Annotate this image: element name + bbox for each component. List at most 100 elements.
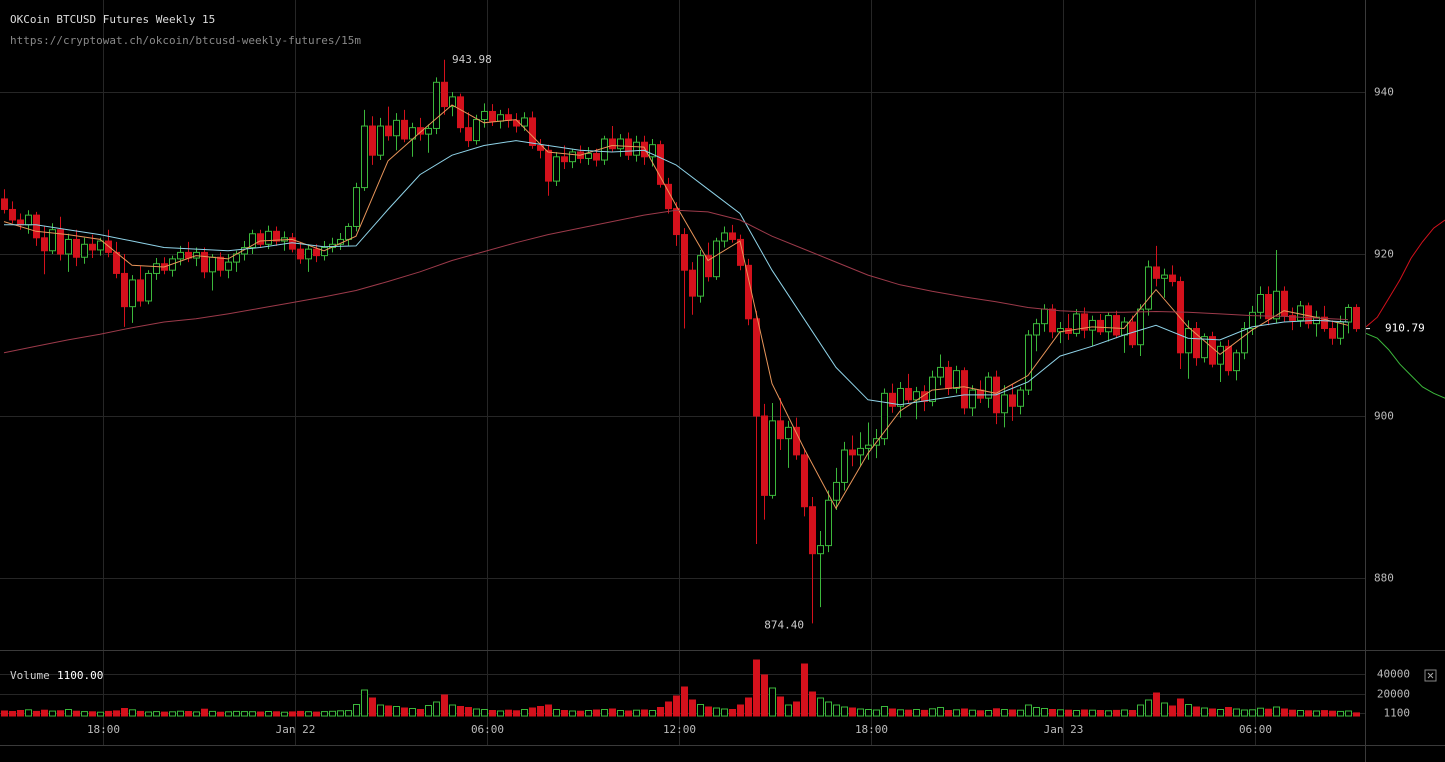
volume-bar: [145, 711, 152, 717]
candle-body: [249, 233, 256, 249]
candle-body: [57, 229, 64, 255]
candle-body: [73, 238, 80, 258]
candle-body: [825, 499, 832, 547]
candle-body: [65, 238, 72, 255]
volume-bar: [689, 699, 696, 717]
x-tick-label: Jan 23: [1044, 723, 1084, 736]
volume-bar: [625, 710, 632, 717]
y-tick-label: 900: [1374, 410, 1394, 423]
candle-body: [1025, 334, 1032, 391]
candle-body: [777, 420, 784, 440]
candle-body: [1233, 352, 1240, 372]
volume-bar: [273, 711, 280, 717]
volume-bar: [385, 705, 392, 717]
candle-body: [729, 232, 736, 240]
volume-bar: [561, 710, 568, 717]
indicator-line: [3, 104, 1349, 510]
candle-body: [945, 366, 952, 389]
volume-bar: [1025, 704, 1032, 717]
volume-bar: [721, 708, 728, 717]
volume-bar: [465, 707, 472, 717]
volume-bar: [977, 710, 984, 717]
volume-bar: [1297, 710, 1304, 717]
volume-bar: [513, 710, 520, 717]
candle-body: [385, 125, 392, 137]
candle-body: [937, 366, 944, 378]
volume-bar: [593, 709, 600, 717]
volume-bar: [1145, 699, 1152, 717]
candle-body: [353, 187, 360, 227]
volume-bar: [393, 706, 400, 717]
volume-bar: [193, 711, 200, 717]
candle-body: [601, 138, 608, 161]
volume-bar: [825, 701, 832, 717]
candle-body: [121, 272, 128, 308]
candle-body: [697, 255, 704, 297]
volume-bar: [753, 659, 760, 717]
candle-body: [1145, 266, 1152, 310]
volume-bar: [1241, 709, 1248, 717]
volume-bar: [705, 706, 712, 717]
candle-body: [1169, 274, 1176, 283]
volume-bar: [473, 708, 480, 717]
volume-bar: [857, 708, 864, 717]
volume-bar: [769, 687, 776, 717]
volume-bar: [1281, 708, 1288, 717]
candle-body: [1041, 308, 1048, 325]
volume-bar: [929, 708, 936, 717]
candle-body: [1017, 389, 1024, 407]
volume-bar: [873, 709, 880, 717]
volume-bar: [81, 711, 88, 717]
volume-tick-label: 1100: [1384, 707, 1411, 720]
volume-bar: [777, 696, 784, 717]
candle-body: [1113, 315, 1120, 336]
candle-body: [465, 127, 472, 142]
volume-bar: [945, 710, 952, 717]
candle-body: [1049, 308, 1056, 333]
candle-body: [369, 125, 376, 156]
close-icon[interactable]: [1427, 672, 1434, 679]
candle-body: [553, 156, 560, 182]
volume-bar: [489, 710, 496, 717]
x-tick-label: 12:00: [663, 723, 696, 736]
candle-body: [1081, 313, 1088, 331]
volume-bar: [89, 711, 96, 717]
volume-bar: [25, 709, 32, 717]
volume-bar: [737, 704, 744, 717]
candle-body: [313, 248, 320, 257]
volume-bar: [865, 709, 872, 717]
volume-bar: [841, 706, 848, 717]
candle-body: [953, 370, 960, 389]
candle-body: [1217, 345, 1224, 365]
volume-bar: [1265, 708, 1272, 717]
candle-body: [41, 237, 48, 252]
chart-subtitle: https://cryptowat.ch/okcoin/btcusd-weekl…: [10, 34, 361, 47]
volume-bar: [1273, 706, 1280, 717]
candle-body: [401, 119, 408, 140]
volume-bar: [1009, 709, 1016, 717]
candle-body: [561, 156, 568, 163]
close-button[interactable]: [1424, 669, 1437, 682]
candle-body: [1, 198, 8, 210]
volume-bar: [793, 701, 800, 717]
candle-body: [1161, 274, 1168, 279]
candle-body: [33, 214, 40, 239]
candle-body: [417, 127, 424, 135]
depth-line: [1365, 332, 1445, 399]
volume-bar: [913, 709, 920, 717]
candle-body: [1201, 336, 1208, 359]
volume-bar: [1329, 710, 1336, 717]
candle-body: [1281, 290, 1288, 317]
candle-body: [865, 444, 872, 449]
close-box[interactable]: [1424, 669, 1437, 682]
candle-body: [1337, 321, 1344, 339]
volume-bar: [601, 709, 608, 717]
candle-body: [145, 272, 152, 302]
volume-bar: [801, 663, 808, 717]
candle-body: [1193, 328, 1200, 359]
candle-body: [1273, 290, 1280, 320]
candle-body: [25, 214, 32, 226]
volume-bar: [233, 710, 240, 717]
volume-bar: [97, 711, 104, 717]
